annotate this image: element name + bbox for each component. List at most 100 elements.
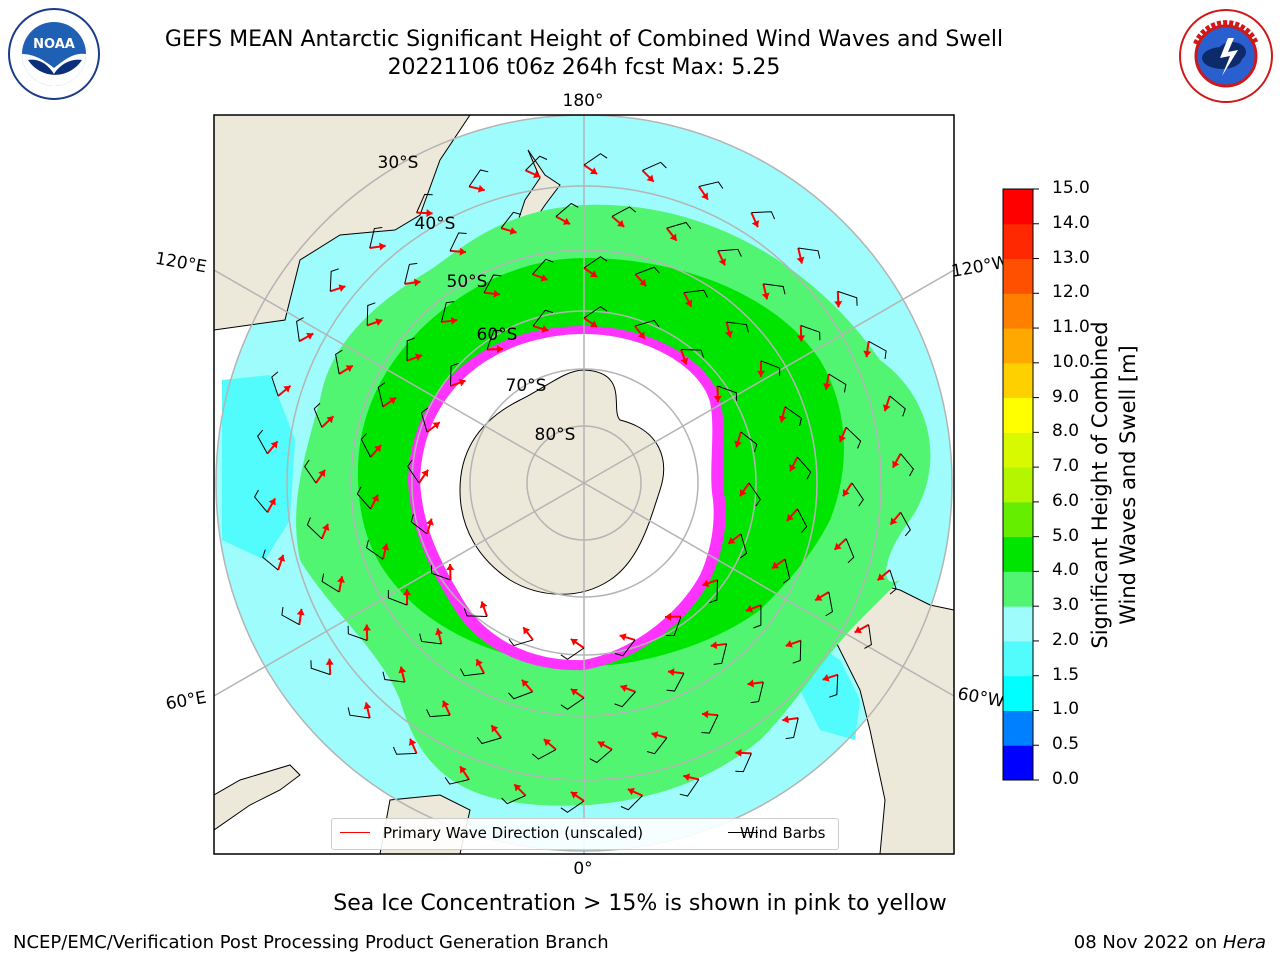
wave-arrow-head [321, 523, 330, 531]
colorbar-tick-label: 7.0 [1052, 456, 1080, 477]
colorbar-segment [1003, 397, 1033, 433]
wind-barb [889, 395, 906, 417]
wave-arrow-head [728, 536, 736, 544]
wind-barb [583, 306, 608, 319]
wind-barb [377, 382, 386, 407]
wave-arrow-head [338, 284, 346, 292]
lat-label-60s: 60°S [477, 325, 518, 345]
colorbar-segment [1003, 362, 1033, 399]
wind-barb [366, 302, 376, 326]
noaa-seal-icon: NOAA [8, 8, 100, 100]
wave-arrow-head [761, 292, 770, 300]
wave-arrow-head [533, 170, 541, 179]
wind-barb [642, 161, 667, 171]
colorbar-label-line1: Significant Height of Combined [1088, 321, 1112, 649]
wind-barb [404, 262, 418, 284]
colorbar-segment [1003, 293, 1033, 329]
wave-arrow-head [627, 787, 635, 796]
wave-arrow-head [543, 739, 551, 747]
legend-barb-label: Wind Barbs [740, 824, 826, 842]
graticule [214, 115, 954, 854]
wind-barb [750, 682, 764, 704]
wind-barb [304, 459, 317, 484]
wave-arrow-head [877, 573, 885, 581]
wind-barb [525, 155, 548, 171]
wave-arrow-head [771, 561, 780, 569]
wind-barb [347, 707, 370, 719]
wind-barb [614, 691, 636, 708]
colorbar-segment [1003, 571, 1033, 607]
wave-arrow-head [408, 738, 417, 746]
land-australia [214, 115, 471, 331]
wave-arrow-head [617, 219, 625, 227]
wave-arrow-head [325, 658, 334, 665]
colorbar-tick-label: 1.0 [1052, 699, 1080, 720]
wave-arrow-head [326, 416, 334, 424]
wave-arrow-head [734, 440, 742, 448]
wave-arrow-head [713, 395, 722, 403]
wave-arrow-head [379, 242, 386, 251]
wind-barb [709, 579, 718, 604]
wind-barb [763, 283, 786, 295]
wave-arrow-head [496, 345, 504, 354]
chart-subtitle: 20221106 t06z 264h fcst Max: 5.25 [387, 55, 781, 80]
wind-barb [889, 569, 897, 595]
wind-barb [735, 753, 752, 773]
wind-barb [407, 459, 420, 484]
colorbar-segment [1003, 467, 1033, 503]
wave-arrow-head [521, 679, 529, 687]
colorbar-tick-label: 2.0 [1052, 629, 1080, 650]
wind-barb [829, 674, 839, 698]
wind-barb [800, 325, 821, 341]
wind-barb [900, 512, 911, 537]
wind-barb [611, 206, 637, 217]
colorbar-tick-label: 0.0 [1052, 769, 1080, 789]
land-africa [214, 764, 301, 831]
wave-arrow-head [620, 684, 628, 692]
wind-barb [740, 431, 758, 453]
wave-arrow-head [680, 357, 689, 365]
wave-arrow-head [838, 435, 847, 443]
wind-barb [476, 736, 502, 745]
wind-barb [313, 402, 323, 428]
colorbar-segment [1003, 432, 1033, 468]
wave-direction-arrows [266, 164, 902, 802]
wave-arrow-head [639, 279, 647, 287]
wind-barb [748, 482, 761, 507]
wave-arrow-head [815, 593, 823, 601]
colorbar-segment [1003, 640, 1033, 677]
wave-band-low [222, 375, 295, 560]
wave-arrow-head [863, 350, 872, 358]
wave-arrow-head [778, 415, 787, 423]
wind-barb [306, 517, 323, 540]
wave-arrow-head [371, 494, 379, 502]
wave-arrow-head [426, 518, 434, 526]
colorbar-tick-label: 12.0 [1052, 282, 1090, 303]
lat-label-70s: 70°S [506, 376, 547, 396]
wave-arrow-head [296, 608, 305, 616]
lon-label-0: 0° [573, 859, 592, 879]
colorbar-segment [1003, 745, 1033, 781]
colorbar-tick-label: 11.0 [1052, 317, 1090, 338]
colorbar-segment [1003, 223, 1033, 260]
colorbar-tick-label: 14.0 [1052, 212, 1090, 233]
wave-arrow-head [834, 301, 843, 308]
wave-arrow-head [509, 227, 517, 235]
wave-arrow-head [523, 627, 531, 635]
wind-barb [508, 638, 534, 647]
wind-barb [392, 746, 417, 755]
wave-arrow-head [426, 209, 433, 218]
lat-label-80s: 80°S [535, 425, 576, 445]
wave-arrow-head [751, 220, 760, 228]
wind-barb [785, 717, 799, 740]
wave-arrow-head [789, 464, 797, 472]
wind-barb [792, 640, 802, 664]
wind-barb [560, 800, 585, 813]
wave-arrow-head [337, 576, 345, 583]
wind-barb [868, 340, 887, 359]
wave-arrow-head [668, 668, 675, 677]
lon-label-60w: 60°W [956, 684, 1006, 712]
wind-barb [360, 432, 372, 458]
wind-barb [531, 749, 557, 760]
